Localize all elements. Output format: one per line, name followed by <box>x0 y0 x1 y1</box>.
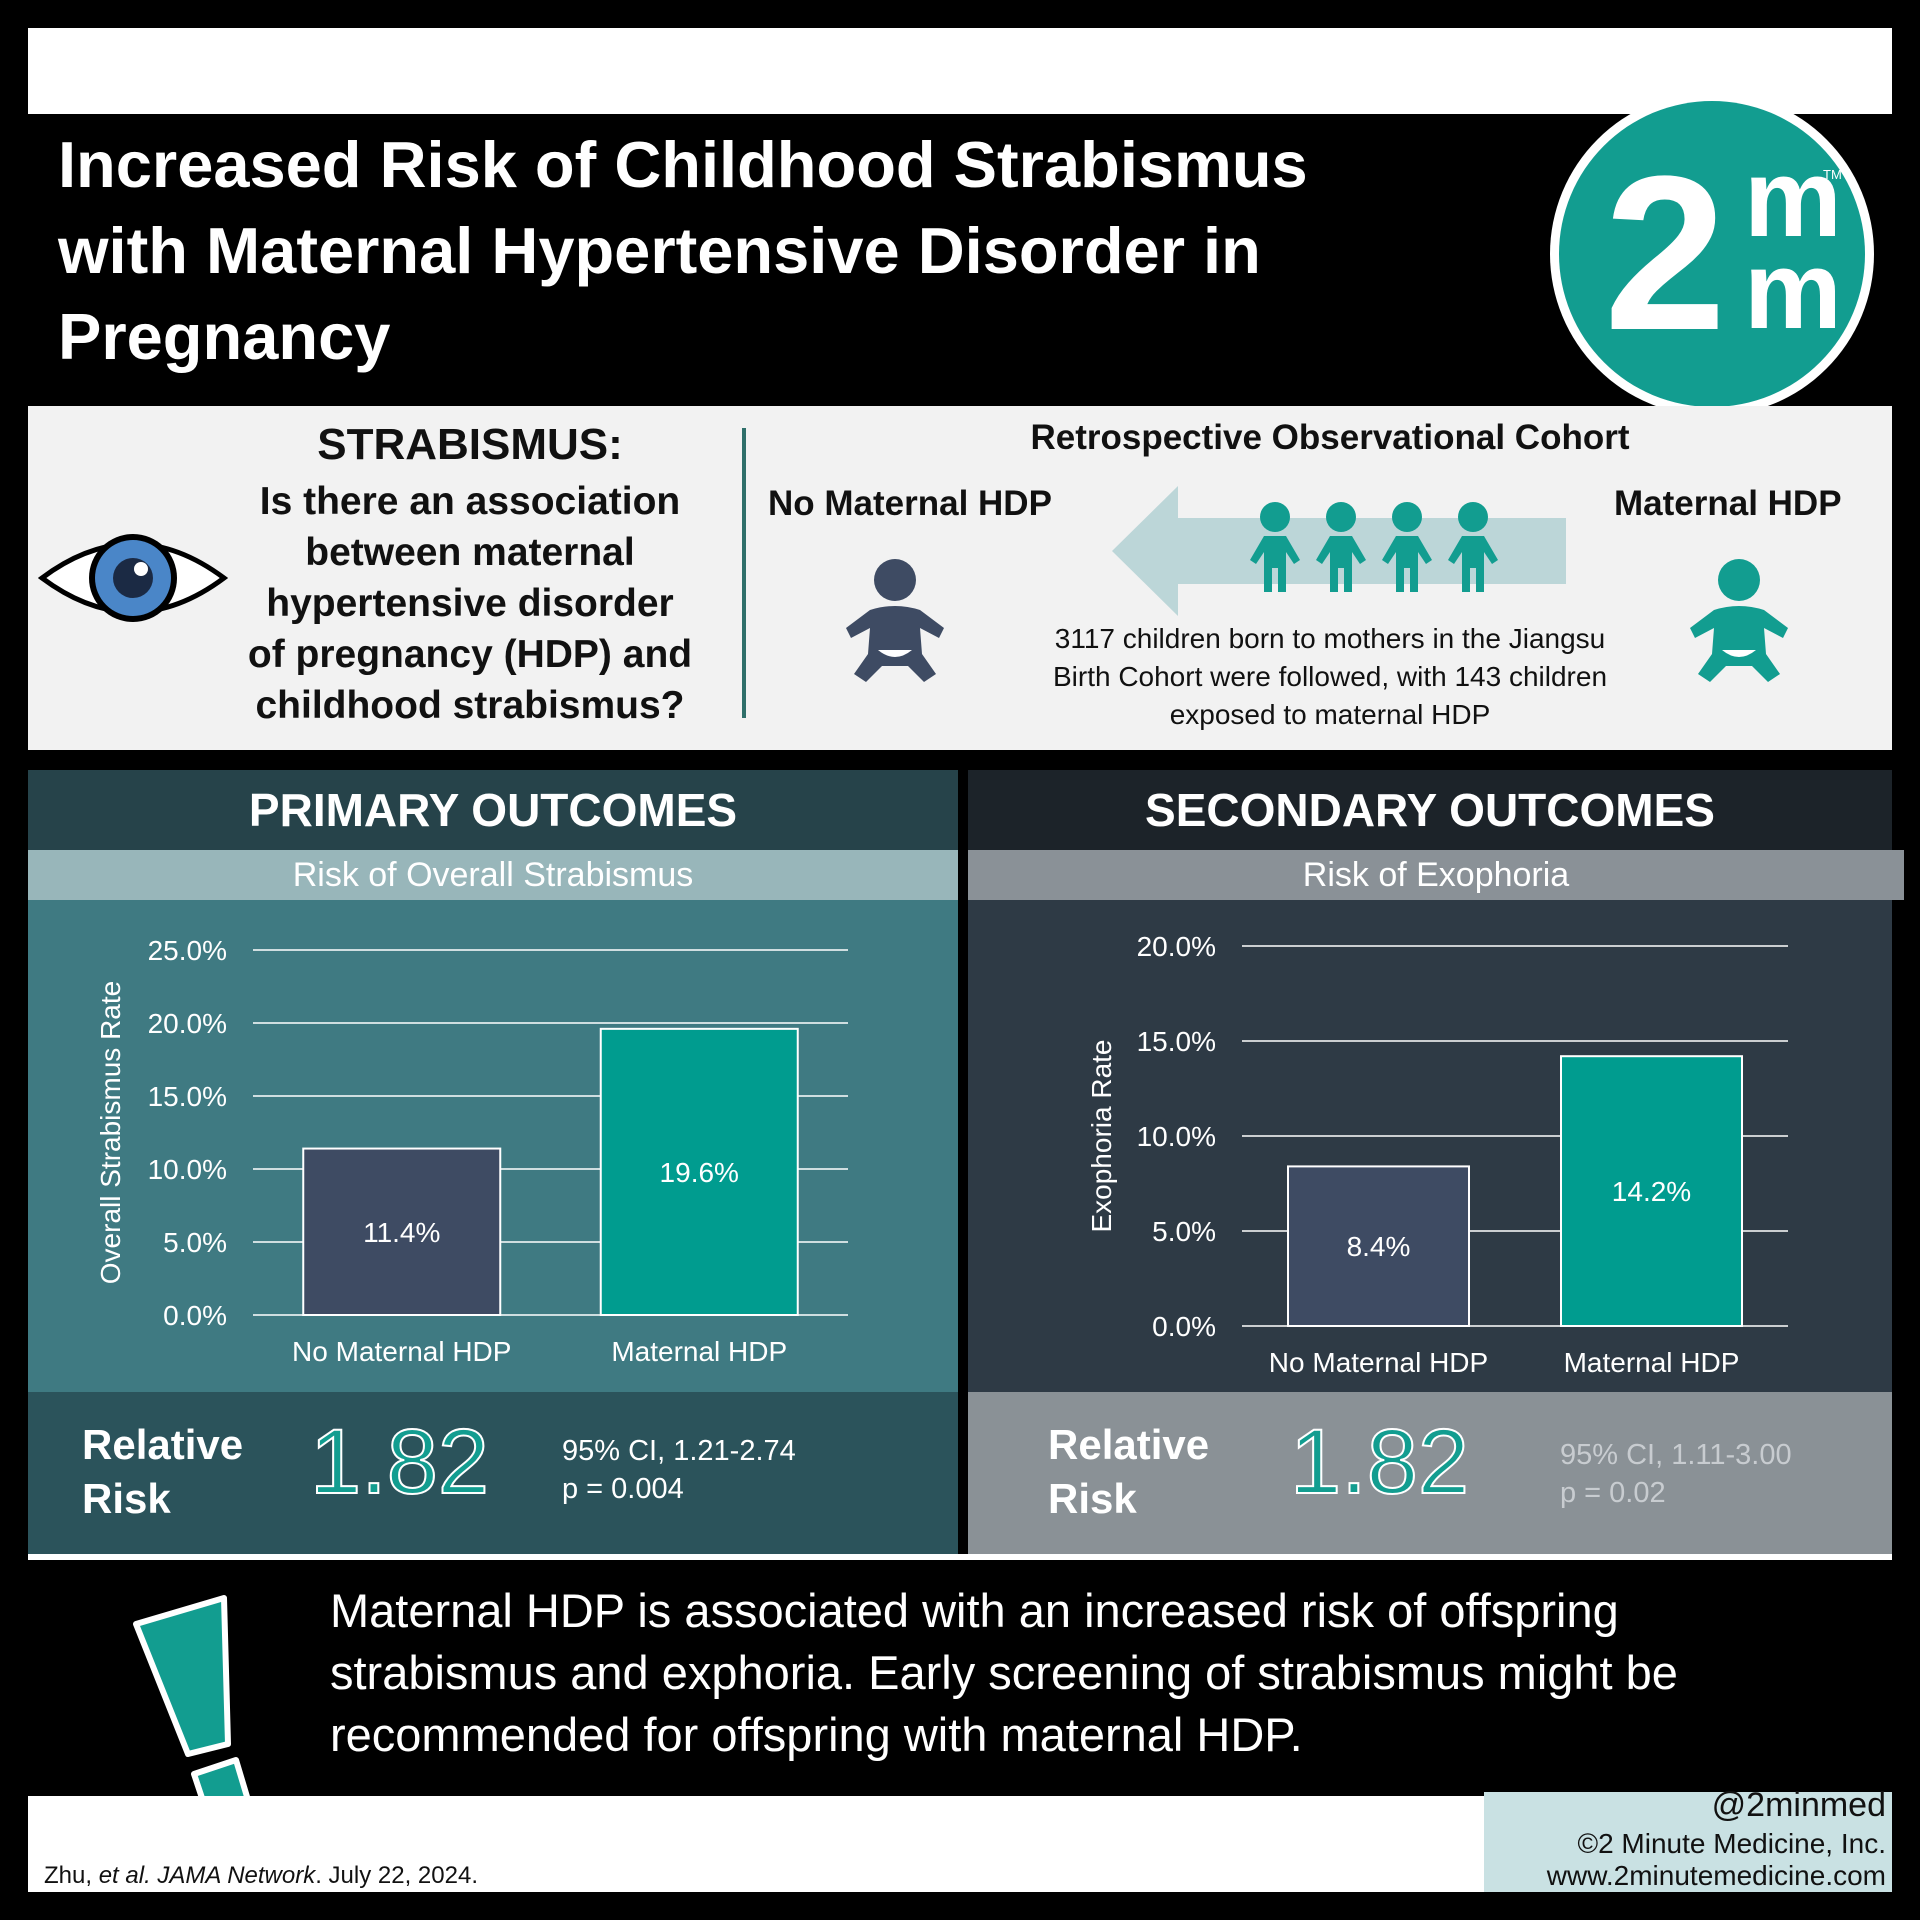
data-label: 19.6% <box>660 1157 739 1188</box>
secondary-bar-chart: 0.0% 5.0% 10.0% 15.0% 20.0% 8.4% No Maternal H… <box>1086 931 1788 1378</box>
description-line: 3117 children born to mothers in the Jia… <box>1054 623 1606 654</box>
question-line: Is there an association <box>259 480 681 523</box>
primary-outcomes-heading: PRIMARY OUTCOMES <box>28 770 958 850</box>
ci-text: 95% CI, 1.21-2.74 <box>562 1435 796 1467</box>
description-line: Birth Cohort were followed, with 143 chi… <box>1052 661 1608 692</box>
bar <box>599 1027 799 1316</box>
bar <box>1560 1055 1743 1327</box>
data-label: 8.4% <box>1347 1231 1411 1262</box>
conclusion-line: recommended for offspring with maternal … <box>330 1708 1303 1761</box>
x-tick-label: No Maternal HDP <box>1269 1347 1488 1378</box>
y-tick-label: 10.0% <box>148 1154 227 1185</box>
ci-text: 95% CI, 1.11-3.00 <box>1560 1439 1792 1471</box>
conclusion-line: strabismus and exphoria. Early screening… <box>330 1646 1678 1699</box>
bar <box>1287 1165 1470 1327</box>
y-tick-label: 0.0% <box>1152 1311 1216 1342</box>
page-title: Increased Risk of Childhood Strabismus w… <box>58 122 1498 380</box>
logo-circle: 2 m m TM <box>1559 101 1865 407</box>
primary-outcomes-subheading: Risk of Overall Strabismus <box>28 850 958 900</box>
conclusion-line: Maternal HDP is associated with an incre… <box>330 1584 1619 1637</box>
citation-journal: et al. JAMA Network <box>98 1862 316 1889</box>
children-icon <box>1250 502 1498 592</box>
rr-label: Relative Risk <box>82 1418 243 1526</box>
citation-date: . July 22, 2024. <box>315 1862 478 1889</box>
copyright: ©2 Minute Medicine, Inc. <box>1577 1828 1886 1859</box>
description-line: exposed to maternal HDP <box>1169 699 1491 730</box>
section-divider <box>742 428 746 718</box>
footer-brand-box <box>1484 1792 1892 1892</box>
y-tick-label: 20.0% <box>148 1008 227 1039</box>
question-line: of pregnancy (HDP) and <box>247 633 693 676</box>
rr-label-line-1: Relative <box>82 1421 244 1468</box>
secondary-relative-risk-box: Relative Risk 1.82 95% CI, 1.11-3.00 p =… <box>968 1392 1892 1554</box>
logo-letter-top: m <box>1744 137 1842 260</box>
baby-icon <box>846 559 944 682</box>
y-tick-label: 15.0% <box>1137 1026 1216 1057</box>
citation: Zhu, et al. JAMA Network. July 22, 2024. <box>44 1862 478 1890</box>
title-line-1: Increased Risk of Childhood Strabismus <box>58 128 1308 201</box>
data-label: 14.2% <box>1612 1176 1691 1207</box>
secondary-outcomes-subheading: Risk of Exophoria <box>968 850 1904 900</box>
logo-letter-bottom: m <box>1744 229 1842 352</box>
eye-icon <box>38 534 228 622</box>
rr-ci: 95% CI, 1.11-3.00 p = 0.02 <box>1560 1436 1792 1512</box>
logo-number: 2 <box>1604 130 1727 376</box>
rr-value: 1.82 <box>309 1410 490 1514</box>
x-tick-label: Maternal HDP <box>1564 1347 1740 1378</box>
panel-gap <box>958 770 968 1554</box>
data-label: 11.4% <box>363 1217 440 1248</box>
rr-label-line-1: Relative <box>1048 1421 1210 1468</box>
group-label-hdp: Maternal HDP <box>1614 484 1842 523</box>
separator-line <box>28 1554 1892 1560</box>
y-tick-label: 5.0% <box>1152 1216 1216 1247</box>
title-line-2: with Maternal Hypertensive Disorder in <box>58 214 1261 287</box>
baby-icon <box>1690 559 1788 682</box>
question-line: childhood strabismus? <box>255 684 685 727</box>
group-label-no-hdp: No Maternal HDP <box>768 484 1052 523</box>
question-text: Is there an association between maternal… <box>220 476 720 731</box>
rr-ci: 95% CI, 1.21-2.74 p = 0.004 <box>562 1432 796 1508</box>
exclamation-icon <box>133 1595 251 1813</box>
y-tick-label: 15.0% <box>148 1081 227 1112</box>
y-tick-label: 20.0% <box>1137 931 1216 962</box>
secondary-outcomes-heading: SECONDARY OUTCOMES <box>968 770 1892 850</box>
rr-label-line-2: Risk <box>82 1475 171 1522</box>
citation-author: Zhu, <box>44 1862 99 1889</box>
footer-strip <box>28 1796 1484 1892</box>
cohort-description: 3117 children born to mothers in the Jia… <box>985 620 1675 734</box>
y-tick-label: 10.0% <box>1137 1121 1216 1152</box>
rr-label-line-2: Risk <box>1048 1475 1137 1522</box>
bar <box>302 1147 502 1316</box>
x-tick-label: No Maternal HDP <box>292 1336 511 1367</box>
y-axis-label: Exophoria Rate <box>1086 1039 1117 1232</box>
rr-label: Relative Risk <box>1048 1418 1209 1526</box>
website: www.2minutemedicine.com <box>1546 1860 1886 1891</box>
x-tick-label: Maternal HDP <box>611 1336 787 1367</box>
rr-value: 1.82 <box>1289 1410 1470 1514</box>
study-band <box>28 406 1892 750</box>
y-tick-label: 25.0% <box>148 935 227 966</box>
question-title: STRABISMUS: <box>317 420 623 469</box>
p-value: p = 0.004 <box>562 1473 684 1505</box>
primary-relative-risk-box: Relative Risk 1.82 95% CI, 1.21-2.74 p =… <box>28 1392 958 1554</box>
cohort-title: Retrospective Observational Cohort <box>1030 418 1630 457</box>
question-line: hypertensive disorder <box>266 582 674 625</box>
title-line-3: Pregnancy <box>58 300 391 373</box>
brand-logo: 2 m m TM <box>1550 92 1874 416</box>
y-tick-label: 5.0% <box>163 1227 227 1258</box>
y-tick-label: 0.0% <box>163 1300 227 1331</box>
p-value: p = 0.02 <box>1560 1477 1666 1509</box>
social-handle: @2minmed <box>1711 1786 1886 1824</box>
logo-trademark: TM <box>1823 167 1842 182</box>
top-white-strip <box>28 28 1892 114</box>
conclusion-text: Maternal HDP is associated with an incre… <box>330 1580 1830 1766</box>
y-axis-label: Overall Strabismus Rate <box>95 981 126 1284</box>
question-line: between maternal <box>305 531 635 574</box>
primary-bar-chart: 0.0% 5.0% 10.0% 15.0% 20.0% 25.0% 11.4% No Mate… <box>95 935 848 1367</box>
